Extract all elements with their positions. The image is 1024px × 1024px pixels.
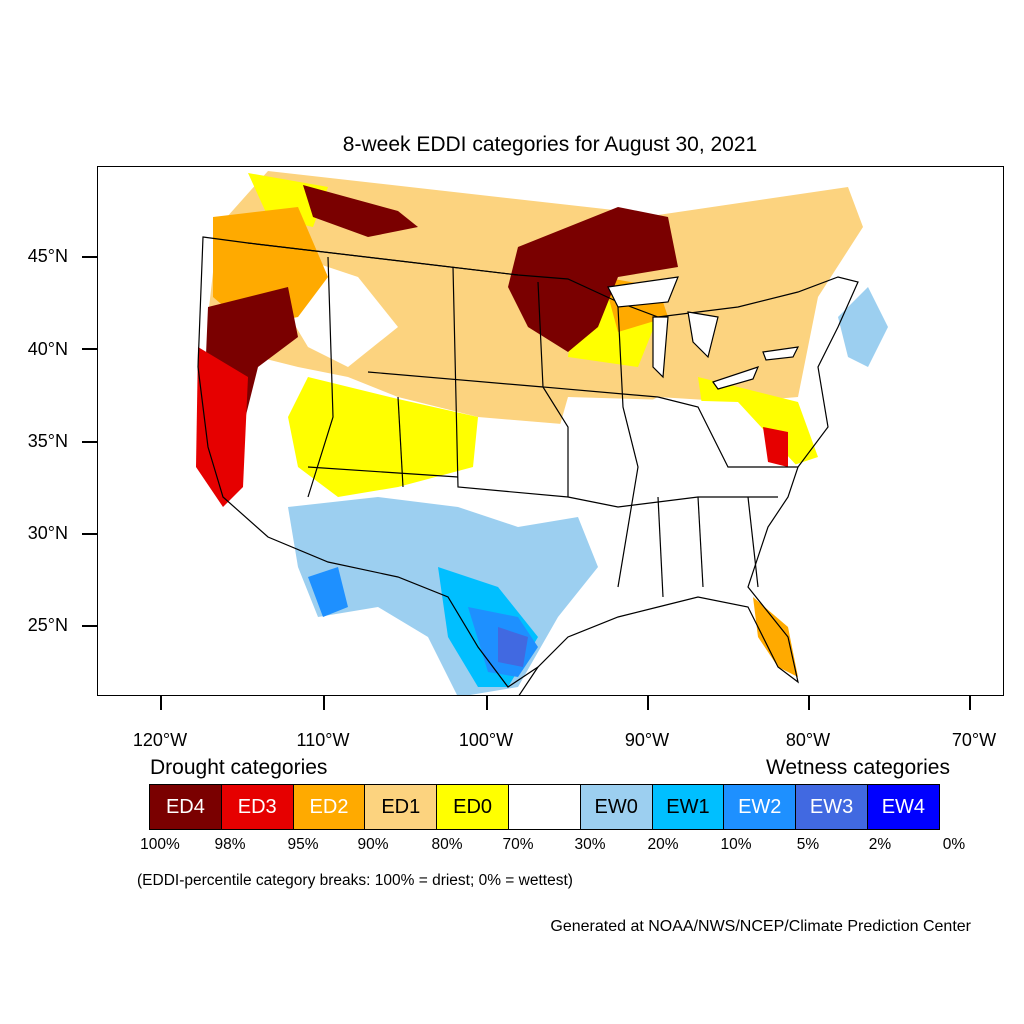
legend-swatch-ed2: ED2 (292, 784, 366, 830)
drought-heading: Drought categories (150, 756, 328, 779)
legend-swatch-ew4: EW4 (866, 784, 940, 830)
legend-label: ED0 (453, 795, 493, 818)
lake-huron (687, 311, 719, 359)
lat-label: 30°N (27, 523, 68, 543)
legend-label: ED4 (165, 795, 205, 818)
lat-label: 45°N (27, 246, 68, 266)
boundaries (197, 236, 859, 695)
legend-label: ED3 (237, 795, 277, 818)
region-ed3-west (196, 347, 248, 507)
legend-swatch-normal (507, 784, 581, 830)
legend-label: EW2 (738, 795, 782, 818)
legend-break: 90% (357, 836, 389, 853)
lat-label: 40°N (27, 339, 68, 359)
legend-break: 70% (502, 836, 534, 853)
lat-tick (82, 441, 97, 443)
map-title: 8-week EDDI categories for August 30, 20… (342, 133, 758, 156)
legend-break: 0% (942, 836, 966, 853)
legend-label: ED2 (309, 795, 349, 818)
region-ed0-a (288, 377, 478, 497)
lon-tick (647, 696, 649, 710)
region-ed4-north (303, 185, 418, 237)
category-note: (EDDI-percentile category breaks: 100% =… (137, 872, 573, 889)
lake-michigan (652, 316, 669, 379)
region-ew2-west (308, 567, 348, 617)
lake-ontario (762, 346, 800, 361)
great-lakes (607, 276, 800, 390)
lon-tick (486, 696, 488, 710)
legend-swatch-ed4: ED4 (149, 784, 222, 830)
legend-break: 100% (140, 836, 180, 853)
map-panel (97, 166, 1004, 696)
lon-label: 120°W (132, 730, 188, 750)
lon-label: 70°W (951, 730, 997, 750)
legend-swatch-ew2: EW2 (723, 784, 797, 830)
credit-line: Generated at NOAA/NWS/NCEP/Climate Predi… (550, 918, 971, 935)
legend-label: EW1 (666, 795, 710, 818)
region-ed4-midwest (508, 207, 678, 352)
legend-break: 80% (431, 836, 463, 853)
legend-break: 20% (647, 836, 679, 853)
lon-label: 90°W (624, 730, 670, 750)
lat-tick (82, 533, 97, 535)
legend-break: 10% (720, 836, 752, 853)
legend-break: 98% (214, 836, 246, 853)
legend-swatch-ew3: EW3 (795, 784, 868, 830)
legend-swatch-ed0: ED0 (436, 784, 509, 830)
lon-tick (323, 696, 325, 710)
eddi-map (196, 171, 888, 695)
lon-label: 100°W (458, 730, 514, 750)
lat-label: 25°N (27, 615, 68, 635)
region-ed2-west (213, 207, 328, 327)
lat-tick (82, 625, 97, 627)
legend-label: ED1 (381, 795, 421, 818)
legend-break: 5% (796, 836, 820, 853)
legend-bar: ED4 ED3 ED2 ED1 ED0 EW0 EW1 EW2 EW3 EW4 (149, 784, 940, 830)
legend-break: 2% (868, 836, 892, 853)
region-ew3-texas (498, 627, 528, 667)
legend-swatch-ew0: EW0 (579, 784, 653, 830)
region-ed3-east (763, 427, 788, 467)
lon-label: 110°W (296, 730, 350, 750)
lat-tick (82, 256, 97, 258)
region-white-b (548, 397, 818, 607)
lon-label: 80°W (785, 730, 831, 750)
us-outline (197, 236, 859, 688)
legend-swatch-ed3: ED3 (220, 784, 294, 830)
lake-erie (712, 366, 760, 390)
category-regions (196, 171, 888, 695)
region-ed2-florida (753, 597, 798, 677)
wetness-heading: Wetness categories (765, 756, 950, 779)
legend-label: EW0 (594, 795, 638, 818)
lon-tick (969, 696, 971, 710)
legend-break: 30% (574, 836, 606, 853)
lat-label: 35°N (27, 431, 68, 451)
legend-swatch-ed1: ED1 (364, 784, 438, 830)
legend-label: EW4 (881, 795, 926, 818)
region-ew0-northeast (838, 287, 888, 367)
lon-tick (160, 696, 162, 710)
canada-border (247, 242, 519, 276)
lake-superior (607, 276, 679, 308)
mexico-gulf-coast (518, 666, 539, 695)
legend-swatch-ew1: EW1 (651, 784, 725, 830)
legend-break: 95% (287, 836, 319, 853)
lat-tick (82, 348, 97, 350)
lon-tick (808, 696, 810, 710)
legend-label: EW3 (809, 795, 854, 818)
